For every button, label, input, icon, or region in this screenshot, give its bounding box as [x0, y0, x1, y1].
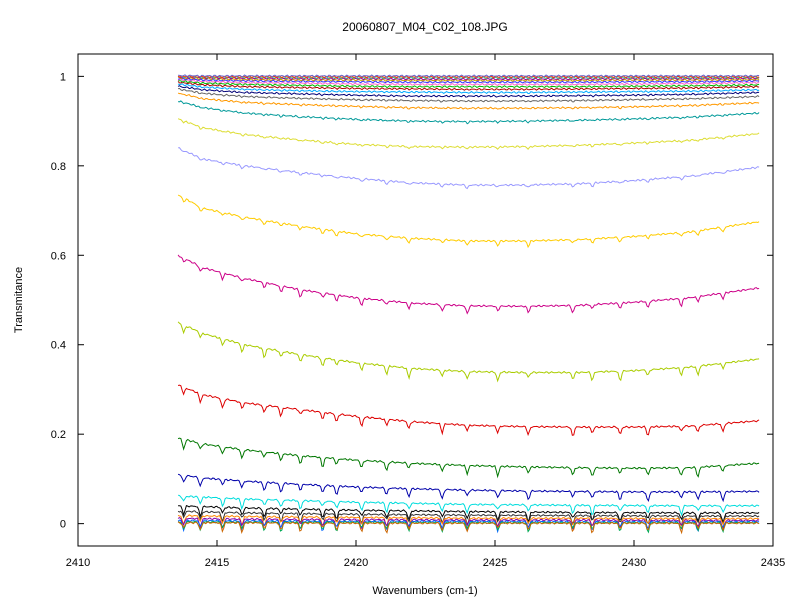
x-tick-label: 2435 — [761, 557, 785, 569]
series-line — [177, 87, 760, 103]
series-line — [177, 83, 760, 95]
series-layer — [177, 74, 760, 535]
y-tick-label: 1 — [60, 71, 66, 83]
y-tick-label: 0.6 — [51, 250, 66, 262]
series-line — [177, 118, 760, 151]
series-line — [177, 321, 760, 383]
x-tick-label: 2430 — [622, 557, 646, 569]
series-line — [177, 92, 760, 110]
series-line — [178, 80, 760, 89]
series-line — [177, 521, 760, 535]
chart-title: 20060807_M04_C02_108.JPG — [342, 20, 507, 34]
series-line — [177, 437, 760, 479]
y-tick-label: 0.4 — [51, 340, 66, 352]
x-axis-label: Wavenumbers (cm-1) — [372, 585, 477, 597]
ticks-layer: 2410 2415 2420 2425 2430 2435 0 0.2 0.4 0.6 0.8 1 — [51, 54, 785, 569]
series-line — [178, 494, 760, 517]
series-line — [177, 516, 760, 532]
series-line — [178, 76, 760, 83]
series-line — [178, 74, 760, 78]
series-line — [177, 85, 760, 98]
series-line — [178, 77, 760, 84]
y-tick-label: 0.8 — [51, 161, 66, 173]
series-line — [177, 75, 760, 79]
y-axis-label: Transmitance — [13, 267, 25, 333]
plot-frame — [77, 53, 774, 547]
series-line — [178, 147, 760, 190]
x-tick-label: 2410 — [66, 557, 90, 569]
y-tick-label: 0.2 — [51, 429, 66, 441]
series-line — [177, 384, 760, 437]
series-line — [177, 473, 760, 503]
series-line — [178, 504, 760, 525]
x-tick-label: 2420 — [344, 557, 368, 569]
series-line — [177, 254, 760, 315]
x-tick-label: 2425 — [483, 557, 507, 569]
series-line — [177, 78, 760, 87]
x-tick-label: 2415 — [205, 557, 229, 569]
series-line — [177, 81, 760, 91]
series-line — [177, 100, 760, 125]
y-tick-label: 0 — [60, 519, 66, 531]
series-line — [177, 194, 760, 249]
